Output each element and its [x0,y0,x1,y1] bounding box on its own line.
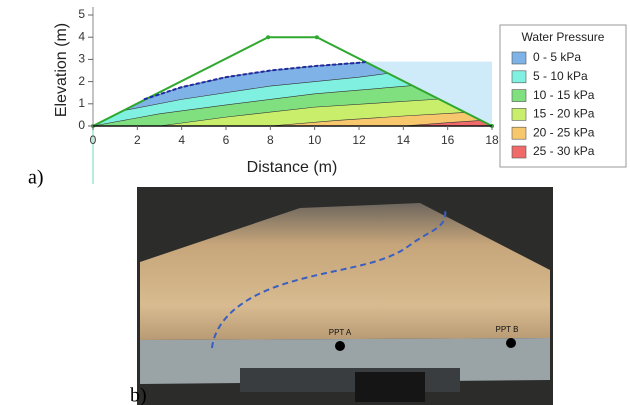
rail [240,368,460,392]
sand-body [140,203,550,340]
x-tick-label: 2 [134,133,141,147]
panel-label: a) [28,167,44,189]
x-tick-label: 16 [441,133,455,147]
legend-label: 5 - 10 kPa [533,69,588,83]
y-tick-label: 1 [78,96,85,110]
legend-title: Water Pressure [522,30,605,44]
x-tick-label: 18 [485,133,499,147]
connector [355,372,425,402]
sensor-label: PPT A [329,328,352,337]
sensor [506,338,516,348]
x-axis-title: Distance (m) [247,159,338,176]
x-tick-label: 0 [90,133,97,147]
embankment-vertex [314,35,319,40]
y-tick-label: 5 [78,7,85,21]
panel-label: b) [130,385,147,405]
legend-swatch [511,70,527,84]
x-tick-label: 6 [223,133,230,147]
photo: PPT A PPT B [137,187,553,405]
legend-swatch [511,108,527,121]
seepage-line [211,209,447,349]
legend-swatch [511,89,527,102]
y-tick-label: 3 [78,52,85,66]
y-axis-title: Elevation (m) [53,23,70,117]
legend-swatch [511,145,527,159]
embankment-outline [92,36,493,127]
legend-label: 0 - 5 kPa [533,50,581,64]
legend-label: 20 - 25 kPa [533,125,595,139]
legend-swatch [511,51,527,65]
x-tick-label: 4 [178,133,185,147]
legend-label: 15 - 20 kPa [533,107,595,121]
x-tick-label: 8 [267,133,274,147]
y-tick-label: 0 [78,118,85,132]
legend-swatch [511,126,527,140]
sensor [335,341,345,351]
x-tick-label: 12 [352,133,366,147]
x-tick-label: 10 [308,133,322,147]
y-tick-label: 2 [78,74,85,88]
phreatic-line [143,61,366,101]
legend-label: 25 - 30 kPa [533,144,595,158]
sensor-label: PPT B [496,325,519,334]
legend-label: 10 - 15 kPa [533,88,595,102]
y-tick-label: 4 [78,29,85,43]
legend: 0 - 5 kPa 5 - 10 kPa 10 - 15 kPa 15 - 20 kP… [511,50,595,159]
x-tick-label: 14 [397,133,411,147]
embankment-vertex [266,35,271,40]
